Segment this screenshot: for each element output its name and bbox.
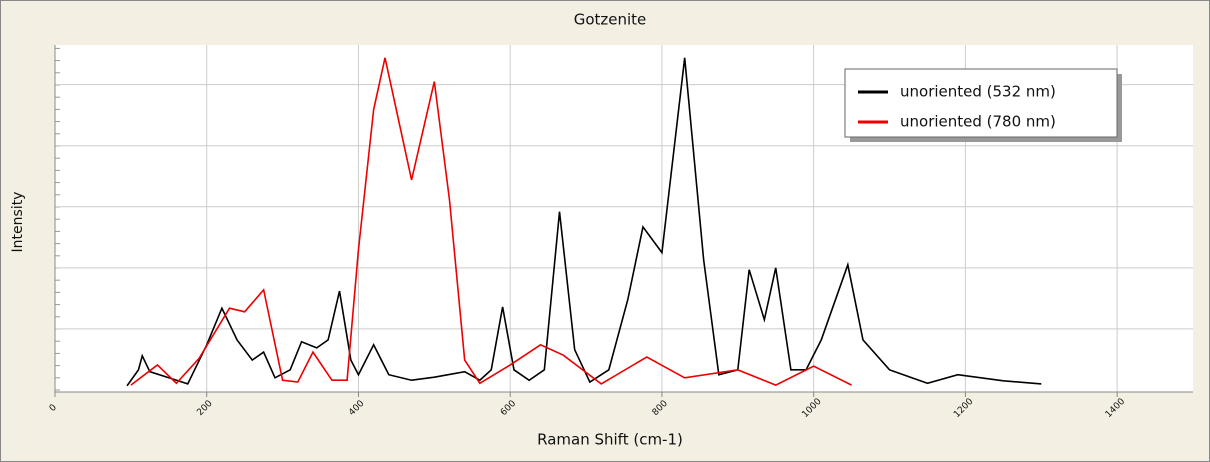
data-line: [126, 57, 1042, 387]
x-tick-label: 0: [48, 403, 59, 414]
legend-label: unoriented (532 nm): [900, 83, 1056, 101]
x-axis-label: Raman Shift (cm-1): [537, 431, 683, 449]
legend: [844, 68, 1118, 138]
legend-label: unoriented (780 nm): [900, 113, 1056, 131]
chart-title: Gotzenite: [574, 11, 647, 29]
y-axis-label: Intensity: [10, 192, 26, 253]
data-line: [130, 57, 852, 386]
